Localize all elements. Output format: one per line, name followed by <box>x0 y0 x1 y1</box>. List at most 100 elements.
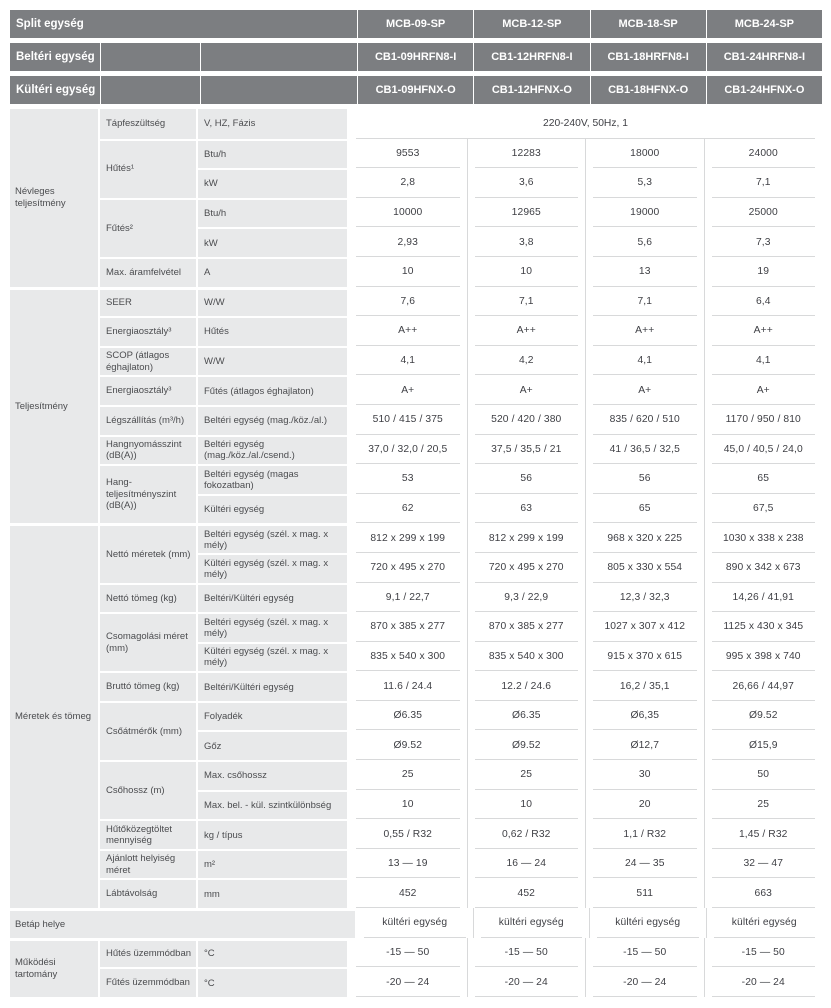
merged-value-cell: 220-240V, 50Hz, 1 <box>349 109 822 139</box>
value-cell: 12.2 / 24.6 <box>468 671 586 701</box>
value-cell: 19000 <box>586 197 705 228</box>
value-cell: 3,8 <box>468 227 586 257</box>
sub-label-cell: Hűtés <box>198 316 347 346</box>
value-cell: 870 x 385 x 277 <box>349 612 468 642</box>
table-row: °C -15 — 50 -15 — 50 -15 — 50 -15 — 50 <box>198 937 822 968</box>
value-cell: 50 <box>705 760 823 790</box>
value-cells: 9553 12283 18000 24000 <box>349 138 822 169</box>
property-group: Csőátmérők (mm) Folyadék Ø6.35 Ø6.35 Ø6,35 Ø9… <box>100 700 823 761</box>
model-name-cell: CB1-18HFNX-O <box>589 76 706 104</box>
group-rows: kg / típus 0,55 / R32 0,62 / R32 1,1 / R32 1… <box>198 819 822 849</box>
model-name-cell: CB1-12HFNX-O <box>473 76 589 104</box>
table-row: Hűtés A++ A++ A++ A++ <box>198 316 822 346</box>
group-rows: A 10 10 13 19 <box>198 256 822 287</box>
value-cell: 0,55 / R32 <box>349 819 468 849</box>
value-cell: Ø9.52 <box>705 701 823 731</box>
group-rows: °C -15 — 50 -15 — 50 -15 — 50 -15 — 50 <box>198 937 822 968</box>
value-cell: 16 — 24 <box>468 848 586 879</box>
value-cell: 7,1 <box>586 286 705 317</box>
spec-section: Működési tartomány Hűtés üzemmódban °C -15 … <box>10 937 822 997</box>
value-cell: 1027 x 307 x 412 <box>586 612 705 642</box>
property-cell: Bruttó tömeg (kg) <box>100 671 196 701</box>
property-group: Hang-teljesítményszint (dB(A)) Beltéri eg… <box>100 464 822 524</box>
value-cell: 890 x 342 x 673 <box>705 553 823 583</box>
property-group: Lábtávolság mm 452 452 511 663 <box>100 878 822 909</box>
sub-label-cell: A <box>198 256 347 287</box>
property-cell: Hűtés üzemmódban <box>100 937 196 968</box>
property-group: Ajánlott helyiség méret m² 13 — 19 16 — 24 2… <box>100 848 822 879</box>
header-row-label: Beltéri egység <box>16 51 95 63</box>
header-row: Split egység MCB-09-SP MCB-12-SP MCB-18-SP M… <box>10 10 822 38</box>
model-name-cell: CB1-12HRFN8-I <box>473 43 589 71</box>
table-row: W/W 7,6 7,1 7,1 6,4 <box>198 286 822 317</box>
value-cell: Ø6.35 <box>468 700 586 731</box>
value-cell: 2,93 <box>349 227 468 257</box>
sub-label-cell: W/W <box>198 345 347 376</box>
value-cell: 812 x 299 x 199 <box>349 523 468 553</box>
table-row: W/W 4,1 4,2 4,1 4,1 <box>198 345 823 376</box>
sub-label-cell: Beltéri egység (szél. x mag. x mély) <box>198 523 347 553</box>
value-cells: 11.6 / 24.4 12.2 / 24.6 16,2 / 35,1 26,66 /… <box>349 671 822 701</box>
product-spec-table: Split egység MCB-09-SP MCB-12-SP MCB-18-SP M… <box>10 10 822 997</box>
group-rows: Beltéri egység (mag./köz./al.) 510 / 415 … <box>198 404 822 435</box>
value-cells: 53 56 56 65 <box>349 464 822 494</box>
value-cell: 1030 x 338 x 238 <box>705 523 823 553</box>
group-rows: Beltéri egység (szél. x mag. x mély) 812 … <box>198 523 823 583</box>
value-cell: 968 x 320 x 225 <box>586 523 705 553</box>
sub-label-cell: Kültéri egység (szél. x mag. x mély) <box>198 641 347 672</box>
value-cell: 1,45 / R32 <box>705 819 823 849</box>
sub-label-cell: Beltéri egység (mag./köz./al./csend.) <box>198 434 347 465</box>
table-row: kW 2,93 3,8 5,6 7,3 <box>198 227 822 257</box>
header-row: Beltéri egység CB1-09HRFN8-I CB1-12HRFN8-I… <box>10 43 822 71</box>
value-cell: A++ <box>349 316 468 346</box>
value-cells: Ø6.35 Ø6.35 Ø6,35 Ø9.52 <box>349 700 823 731</box>
value-cell: 812 x 299 x 199 <box>468 523 586 553</box>
section-label: Névleges teljesítmény <box>10 109 98 287</box>
sub-label-cell: Max. csőhossz <box>198 760 347 790</box>
value-cell: 16,2 / 35,1 <box>586 671 705 701</box>
header-spacer-cell <box>200 43 357 71</box>
group-rows: m² 13 — 19 16 — 24 24 — 35 32 — 47 <box>198 848 822 879</box>
table-row: Beltéri egység (magas fokozatban) 53 56 56 6… <box>198 464 822 494</box>
value-cell: Ø12,7 <box>586 730 705 761</box>
value-cell: A+ <box>349 375 468 405</box>
value-cells: 62 63 65 67,5 <box>349 493 822 524</box>
value-cell: -15 — 50 <box>586 937 705 968</box>
value-cell: A++ <box>586 316 705 346</box>
value-cell: 995 x 398 x 740 <box>705 642 823 672</box>
value-cell: 24 — 35 <box>586 848 705 879</box>
value-cell: 3,6 <box>468 168 586 198</box>
sub-label-cell: Beltéri/Kültéri egység <box>198 582 347 613</box>
group-rows: Btu/h 10000 12965 19000 25000 kW 2,93 3,8 5,6 7,3 <box>198 197 822 257</box>
property-group: Légszállítás (m³/h) Beltéri egység (mag./… <box>100 404 822 435</box>
table-row: Kültéri egység 62 63 65 67,5 <box>198 493 822 524</box>
value-cell: -20 — 24 <box>586 967 705 997</box>
table-row: Beltéri egység (szél. x mag. x mély) 812 … <box>198 523 822 553</box>
value-cell: 452 <box>468 878 586 909</box>
value-cells: 510 / 415 / 375 520 / 420 / 380 835 / 620 … <box>349 404 822 435</box>
section-rows: Tápfeszültség V, HZ, Fázis 220-240V, 50Hz,… <box>100 109 822 287</box>
value-cell: Ø15,9 <box>705 730 823 760</box>
sub-label-cell: Beltéri/Kültéri egység <box>198 671 347 701</box>
sub-label-cell: kg / típus <box>198 819 347 849</box>
spec-section: Méretek és tömeg Nettó méretek (mm) Beltér… <box>10 523 823 909</box>
table-row: mm 452 452 511 663 <box>198 878 822 909</box>
value-cell: 2,8 <box>349 168 468 198</box>
value-cell: A+ <box>586 375 705 405</box>
header-row-label: Kültéri egység <box>16 84 96 96</box>
value-cell: 14,26 / 41,91 <box>705 583 823 613</box>
property-cell: Tápfeszültség <box>100 109 196 139</box>
property-group: kültéri egység kültéri egység kültéri egys… <box>357 908 822 938</box>
value-cell: 510 / 415 / 375 <box>349 404 468 435</box>
model-name-cell: CB1-09HRFN8-I <box>357 43 473 71</box>
group-rows: Beltéri/Kültéri egység 9,1 / 22,7 9,3 / 22… <box>198 582 823 613</box>
sub-label-cell: Beltéri egység (mag./köz./al.) <box>198 404 347 435</box>
section-label: Betáp helye <box>10 908 355 938</box>
value-cell: Ø6.35 <box>349 700 468 731</box>
value-cell: 7,1 <box>705 168 823 198</box>
sub-label-cell: kW <box>198 227 347 257</box>
value-cell: 11.6 / 24.4 <box>349 671 468 701</box>
value-cells: 4,1 4,2 4,1 4,1 <box>349 345 823 376</box>
value-cells: 13 — 19 16 — 24 24 — 35 32 — 47 <box>349 848 822 879</box>
value-cell: 4,1 <box>705 346 823 376</box>
